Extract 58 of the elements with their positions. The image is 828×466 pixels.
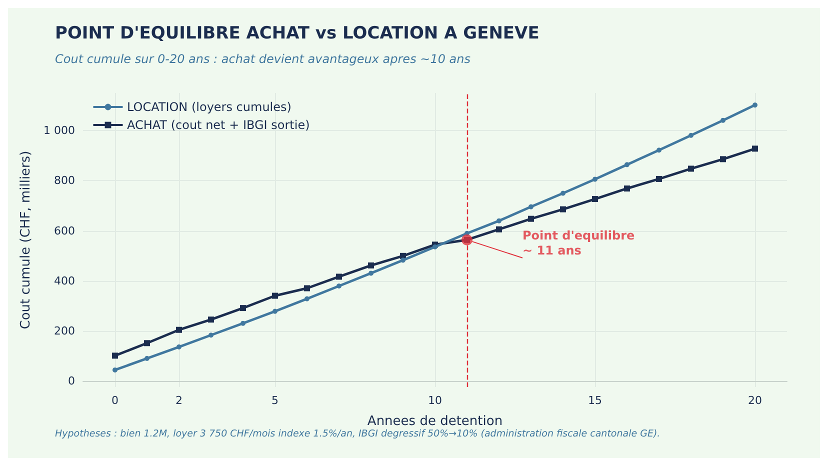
legend-label: ACHAT (cout net + IBGI sortie) [127, 118, 310, 132]
y-axis-title: Cout cumule (CHF, milliers) [18, 150, 34, 330]
point [496, 218, 502, 224]
point [528, 216, 534, 222]
x-tick-label: 15 [588, 394, 602, 407]
point [560, 206, 566, 212]
y-tick-label: 400 [54, 274, 75, 288]
point [176, 344, 182, 350]
point [336, 274, 342, 280]
point [112, 352, 118, 359]
point [208, 332, 214, 338]
y-tick-label: 0 [68, 374, 75, 388]
point [240, 320, 246, 326]
point [304, 285, 310, 292]
point [624, 185, 630, 192]
x-tick-label: 10 [428, 394, 442, 407]
point [496, 226, 502, 232]
point [304, 296, 310, 302]
x-tick-label: 5 [272, 394, 278, 407]
point [208, 316, 214, 323]
annotation: Point d'equilibre ~ 11 ans [522, 228, 635, 258]
chart-subtitle: Cout cumule sur 0-20 ans : achat devient avantageux apres ~10 ans [55, 52, 470, 66]
point [368, 262, 374, 268]
y-tick-label: 1 000 [44, 124, 75, 138]
point [624, 162, 630, 168]
point [272, 308, 278, 314]
point [368, 270, 374, 276]
legend-label: LOCATION (loyers cumules) [127, 100, 292, 114]
x-axis-title: Annees de detention [367, 414, 503, 429]
x-tick-label: 2 [176, 394, 182, 407]
point [528, 204, 534, 210]
point [656, 148, 662, 153]
point [720, 118, 726, 123]
point [144, 340, 150, 346]
point [752, 102, 758, 108]
point [336, 283, 342, 288]
point [688, 132, 694, 138]
chart-title: POINT D'EQUILIBRE ACHAT vs LOCATION A GENEVE [55, 24, 540, 44]
point [272, 292, 278, 299]
y-tick-label: 200 [54, 324, 75, 338]
text: Hypotheses : bien 1.2M, loyer 3 750 CHF/mois indexe 1.5%/an, IBGI degressif 50%→10% (administration fiscale cantonale GE). [55, 428, 660, 440]
point [592, 176, 598, 182]
point [400, 258, 406, 263]
point [240, 305, 246, 312]
point [752, 146, 758, 152]
x-tick-label: 20 [748, 394, 762, 407]
point [560, 190, 566, 196]
y-tick-label: 800 [54, 174, 75, 188]
point [656, 176, 662, 182]
point [720, 156, 726, 162]
point [112, 367, 118, 372]
y-tick-label: 600 [54, 224, 75, 238]
point [688, 166, 694, 172]
point [432, 244, 438, 250]
point [592, 196, 598, 202]
x-tick-label: 0 [112, 394, 118, 407]
point [176, 326, 182, 333]
point [144, 356, 150, 361]
